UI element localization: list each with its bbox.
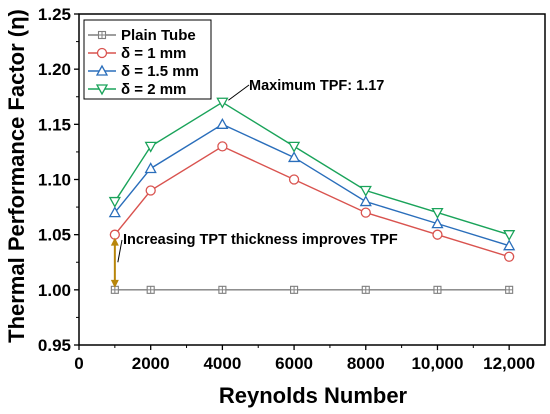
legend-label: δ = 2 mm: [121, 81, 186, 98]
series-3: [108, 97, 516, 242]
data-point: [95, 84, 109, 96]
data-point: [218, 285, 227, 294]
annotation-layer: Maximum TPF: 1.17 Increasing TPT thicknes…: [110, 78, 398, 288]
data-point: [359, 195, 372, 207]
x-tick-label: 4000: [203, 354, 241, 373]
series-line: [114, 123, 510, 247]
data-point: [216, 117, 229, 129]
legend-label: δ = 1 mm: [121, 45, 186, 62]
data-point: [97, 30, 107, 40]
data-point: [503, 230, 516, 242]
data-point: [503, 239, 516, 251]
data-point: [505, 285, 514, 294]
data-point: [432, 229, 443, 240]
data-point: [145, 185, 156, 196]
data-point: [431, 217, 444, 229]
data-point: [431, 207, 444, 219]
data-point: [144, 162, 157, 174]
data-point: [361, 285, 370, 294]
series-2: [108, 117, 516, 251]
y-tick-label: 1.15: [38, 115, 71, 134]
data-point: [433, 285, 442, 294]
legend-label: Plain Tube: [121, 27, 196, 44]
x-axis-label: Reynolds Number: [219, 383, 408, 408]
data-point: [216, 97, 229, 109]
data-point: [359, 185, 372, 197]
series-1: [109, 141, 515, 262]
annotation-max-tpf: Maximum TPF: 1.17: [249, 78, 384, 94]
x-tick-label: 8000: [347, 354, 385, 373]
data-point: [217, 141, 228, 152]
data-point: [360, 207, 371, 218]
data-point: [287, 141, 301, 153]
data-point: [144, 141, 157, 153]
arrow-head-up-icon: [110, 237, 119, 246]
x-tick-label: 6000: [275, 354, 313, 373]
data-point: [146, 285, 155, 294]
data-point: [95, 64, 109, 76]
legend-label: δ = 1.5 mm: [121, 63, 199, 80]
y-tick-label: 1.10: [38, 171, 71, 190]
x-tick-label: 12,000: [483, 354, 535, 373]
x-tick-label: 10,000: [411, 354, 463, 373]
y-tick-label: 0.95: [38, 336, 71, 355]
annotation-leader: [228, 84, 250, 101]
y-tick-label: 1.00: [38, 281, 71, 300]
data-point: [288, 174, 300, 185]
data-point: [108, 206, 121, 218]
y-axis-label: Thermal Performance Factor (η): [4, 9, 29, 343]
y-axis-ticks: 0.95 1.00 1.05 1.10 1.15 1.20 1.25: [38, 5, 79, 355]
y-tick-label: 1.25: [38, 5, 71, 24]
y-tick-label: 1.05: [38, 226, 71, 245]
y-tick-label: 1.20: [38, 60, 71, 79]
x-tick-label: 2000: [132, 354, 170, 373]
series-0: [110, 285, 514, 294]
data-point: [108, 196, 121, 208]
data-point: [96, 47, 108, 59]
arrow-head-down-icon: [110, 279, 119, 288]
x-axis-ticks: 0 2000 4000 6000 8000 10,000 12,000: [74, 345, 535, 373]
series-layer: [108, 97, 516, 294]
data-point: [504, 251, 515, 262]
x-tick-label: 0: [74, 354, 83, 373]
data-point: [290, 285, 299, 294]
annotation-thickness: Increasing TPT thickness improves TPF: [123, 232, 398, 248]
annotation-leader: [117, 239, 123, 263]
data-point: [287, 151, 301, 163]
